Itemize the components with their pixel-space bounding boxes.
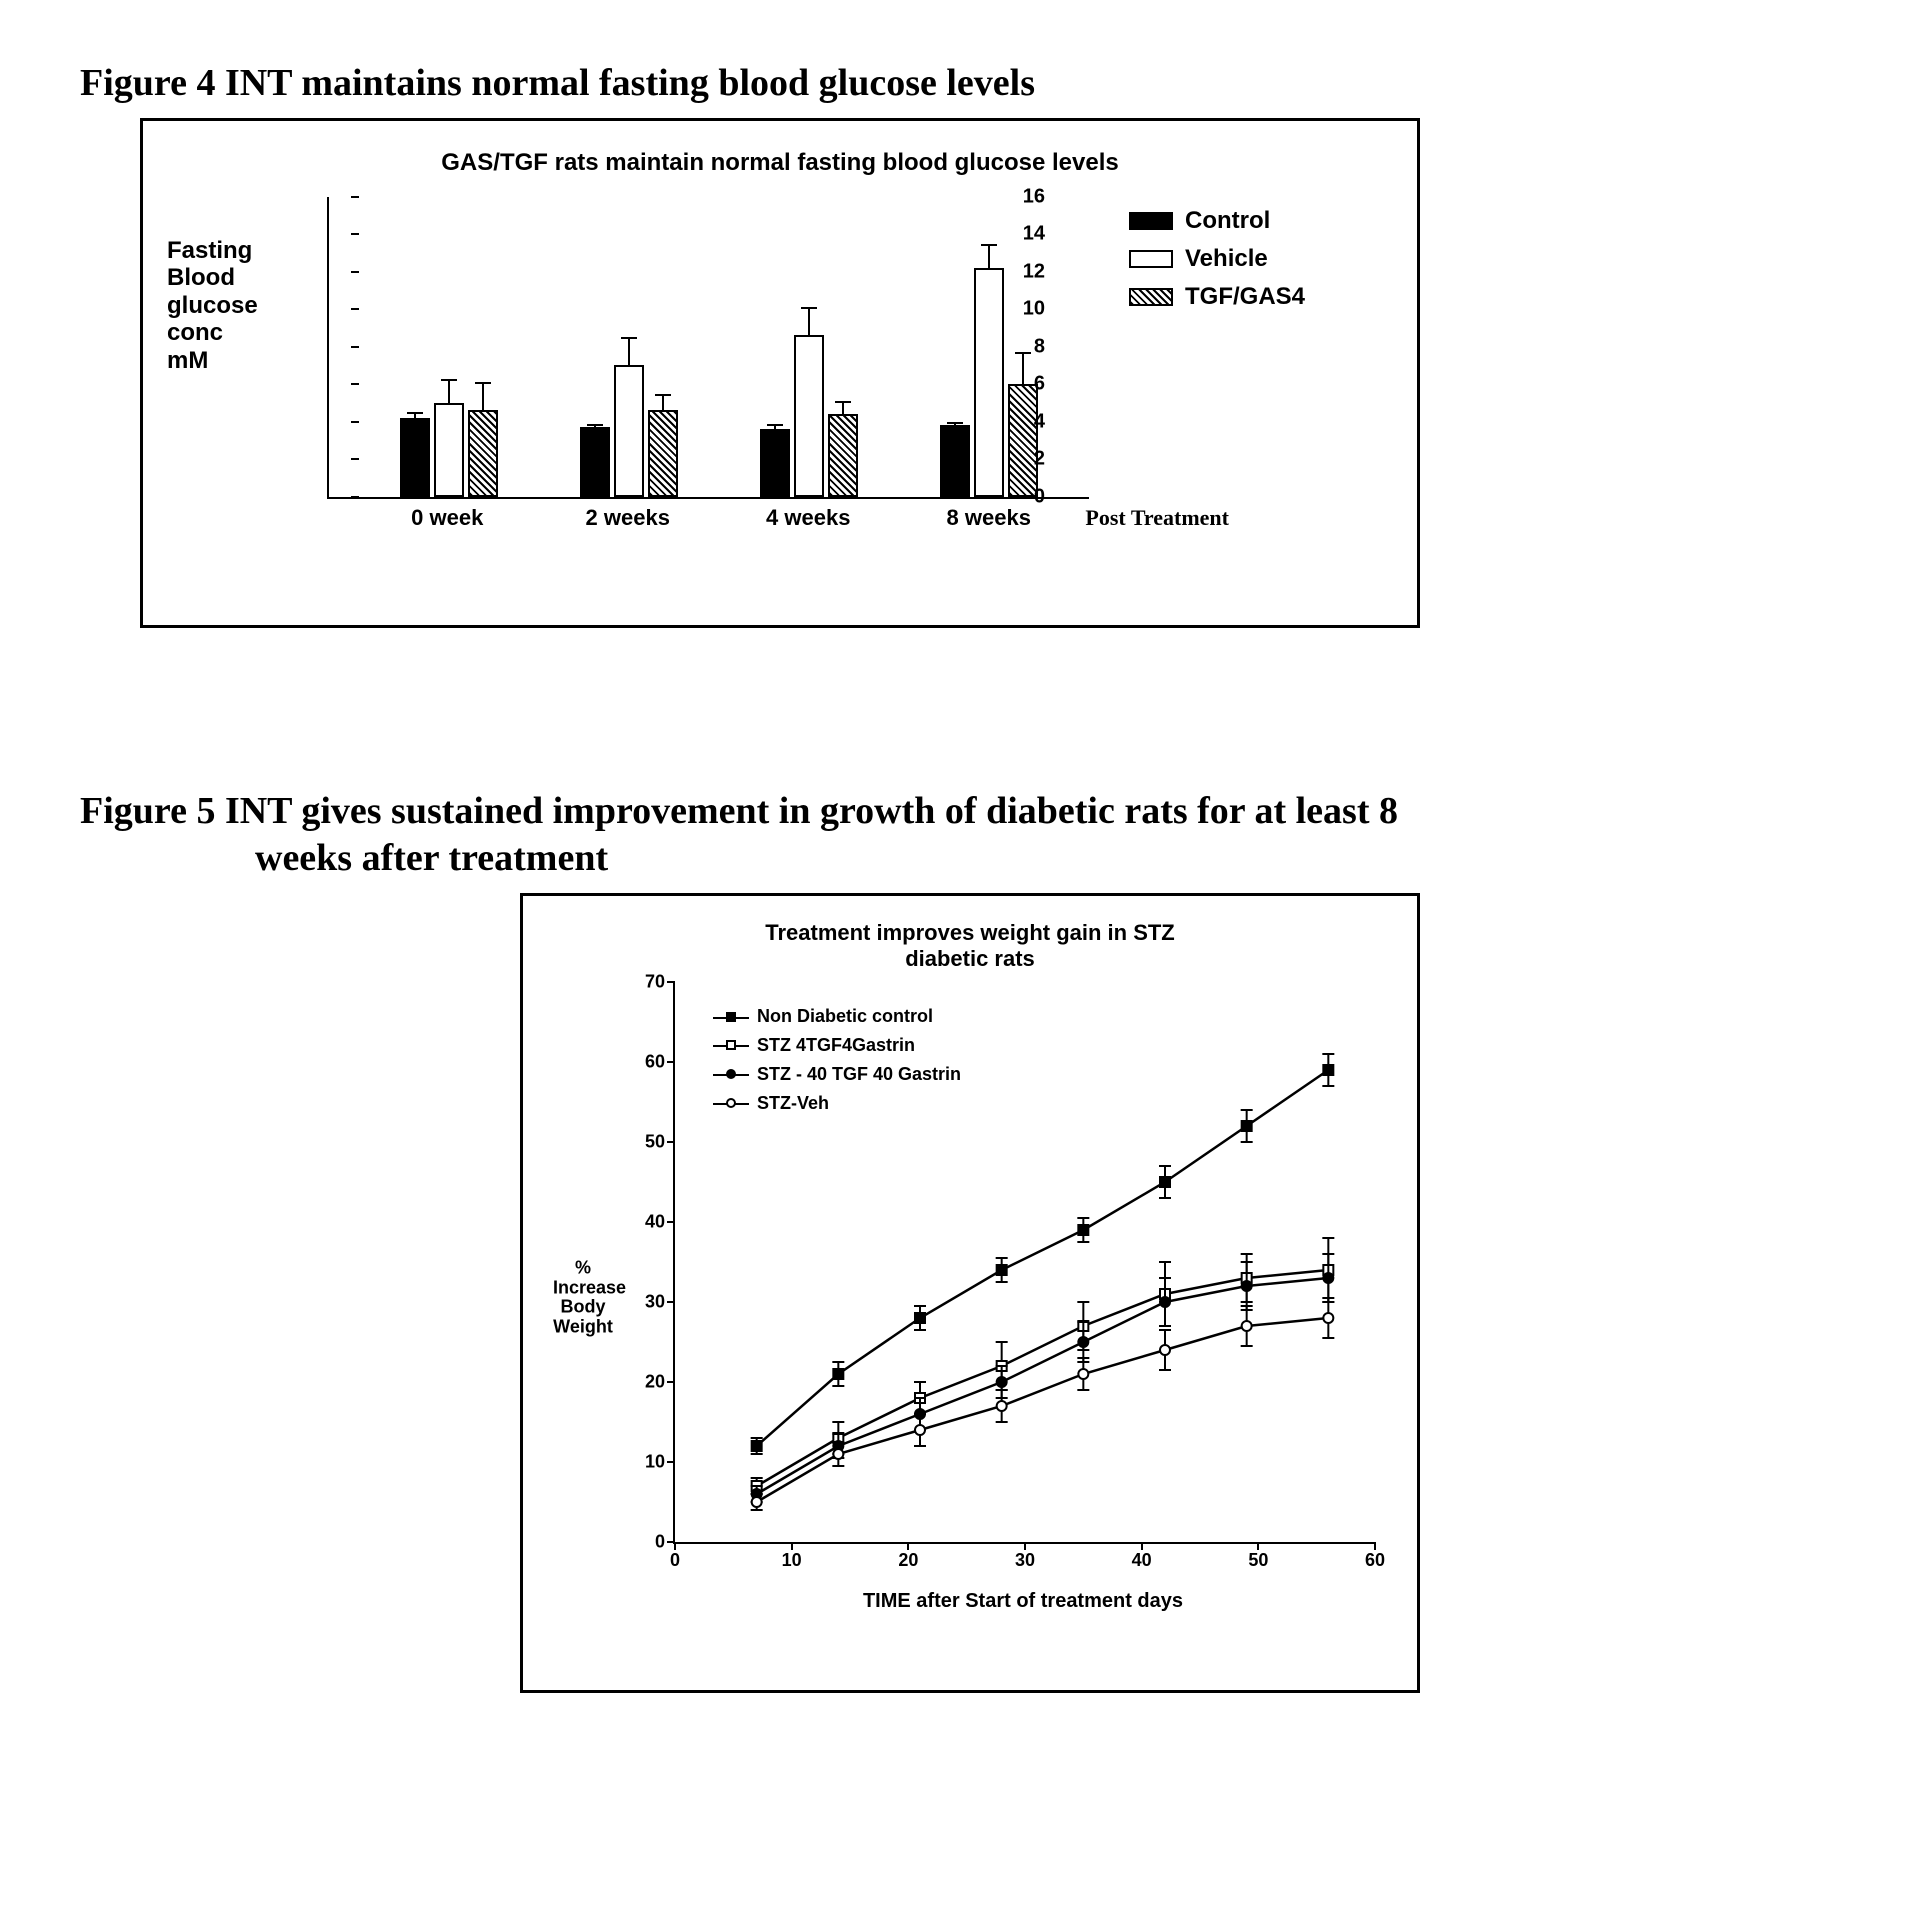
ylabel-line: Blood xyxy=(167,264,297,292)
ylabel-line: Fasting xyxy=(167,237,297,265)
figure-4-body: Fasting Blood glucose conc mM Post Treat… xyxy=(167,197,1393,531)
bar xyxy=(580,427,610,496)
figure-5-body: % Increase Body Weight Non Diabetic cont… xyxy=(553,982,1387,1613)
figure-5-chart: Treatment improves weight gain in STZ di… xyxy=(520,893,1420,1693)
figure-5-subtitle: Treatment improves weight gain in STZ di… xyxy=(553,920,1387,973)
bar xyxy=(434,403,464,497)
ylabel-line: Body xyxy=(553,1298,613,1318)
legend-label: STZ 4TGF4Gastrin xyxy=(757,1031,915,1060)
legend-swatch-vehicle xyxy=(1129,250,1173,268)
legend-label: STZ-Veh xyxy=(757,1089,829,1118)
figure-4-ytick: 2 xyxy=(1034,448,1045,471)
figure-4-xlabel: 2 weeks xyxy=(558,505,698,531)
figure-4-ytick: 0 xyxy=(1034,485,1045,508)
figure-4-ytick: 4 xyxy=(1034,410,1045,433)
figure-4-xlabels: 0 week 2 weeks 4 weeks 8 weeks xyxy=(297,499,1089,531)
legend-item-vehicle: Vehicle xyxy=(1129,245,1305,273)
figure-4-ylabel: Fasting Blood glucose conc mM xyxy=(167,197,297,375)
ylabel-line: glucose xyxy=(167,292,297,320)
bar xyxy=(648,410,678,496)
figure-4-plot-area: Post Treatment 0246810121416 xyxy=(327,197,1089,499)
figure-4-legend: Control Vehicle TGF/GAS4 xyxy=(1129,197,1305,321)
figure-4-ytick: 10 xyxy=(1023,298,1045,321)
figure-5-subtitle-line1: Treatment improves weight gain in STZ xyxy=(553,920,1387,946)
figure-4-subtitle: GAS/TGF rats maintain normal fasting blo… xyxy=(167,149,1393,177)
legend-item-tgf-gas4: TGF/GAS4 xyxy=(1129,283,1305,311)
legend-item: STZ-Veh xyxy=(713,1089,961,1118)
bar xyxy=(974,268,1004,497)
bar xyxy=(1008,384,1038,497)
ylabel-line: Weight xyxy=(553,1318,613,1338)
figure-4-ytick: 8 xyxy=(1034,335,1045,358)
legend-item: Non Diabetic control xyxy=(713,1002,961,1031)
figure-4-xlabel: 0 week xyxy=(377,505,517,531)
figure-4-title: Figure 4 INT maintains normal fasting bl… xyxy=(80,60,1835,108)
legend-swatch-tgf-gas4 xyxy=(1129,288,1173,306)
figure-5-title-line2: weeks after treatment xyxy=(80,835,1835,883)
legend-label: Non Diabetic control xyxy=(757,1002,933,1031)
legend-label: STZ - 40 TGF 40 Gastrin xyxy=(757,1060,961,1089)
bar xyxy=(468,410,498,496)
bar xyxy=(828,414,858,497)
figure-5-xlabel: TIME after Start of treatment days xyxy=(673,1590,1373,1613)
bar-group xyxy=(400,403,498,497)
ylabel-line: mM xyxy=(167,347,297,375)
bar xyxy=(760,429,790,497)
figure-5-legend: Non Diabetic controlSTZ 4TGF4GastrinSTZ … xyxy=(713,1002,961,1117)
figure-5-subtitle-line2: diabetic rats xyxy=(553,946,1387,972)
figure-4-bar-groups xyxy=(329,197,1089,497)
bar-group xyxy=(760,335,858,496)
figure-5-title-line1: Figure 5 INT gives sustained improvement… xyxy=(80,790,1398,832)
legend-item: STZ 4TGF4Gastrin xyxy=(713,1031,961,1060)
bar xyxy=(794,335,824,496)
ylabel-line: % xyxy=(553,1258,613,1278)
ylabel-line: conc xyxy=(167,319,297,347)
figure-4-xlabel: 4 weeks xyxy=(738,505,878,531)
legend-item: STZ - 40 TGF 40 Gastrin xyxy=(713,1060,961,1089)
bar xyxy=(400,418,430,497)
bar xyxy=(940,425,970,496)
legend-label: TGF/GAS4 xyxy=(1185,283,1305,311)
legend-label: Control xyxy=(1185,207,1270,235)
ylabel-line: Increase xyxy=(553,1278,613,1298)
figure-4-xlabel: 8 weeks xyxy=(919,505,1059,531)
figure-4-ytick: 14 xyxy=(1023,223,1045,246)
figure-4: Figure 4 INT maintains normal fasting bl… xyxy=(80,60,1835,628)
legend-item-control: Control xyxy=(1129,207,1305,235)
legend-swatch-control xyxy=(1129,212,1173,230)
figure-5-title: Figure 5 INT gives sustained improvement… xyxy=(80,788,1835,883)
bar-group xyxy=(580,365,678,496)
figure-4-ytick: 6 xyxy=(1034,373,1045,396)
figure-5: Figure 5 INT gives sustained improvement… xyxy=(80,788,1835,1693)
figure-4-post-treatment-label: Post Treatment xyxy=(1085,505,1229,531)
legend-label: Vehicle xyxy=(1185,245,1268,273)
figure-4-ytick: 16 xyxy=(1023,185,1045,208)
bar xyxy=(614,365,644,496)
figure-5-ylabel: % Increase Body Weight xyxy=(553,1258,613,1337)
figure-4-chart: GAS/TGF rats maintain normal fasting blo… xyxy=(140,118,1420,628)
figure-4-ytick: 12 xyxy=(1023,260,1045,283)
figure-4-plot-wrap: Post Treatment 0246810121416 0 week2 wee… xyxy=(297,197,1089,531)
